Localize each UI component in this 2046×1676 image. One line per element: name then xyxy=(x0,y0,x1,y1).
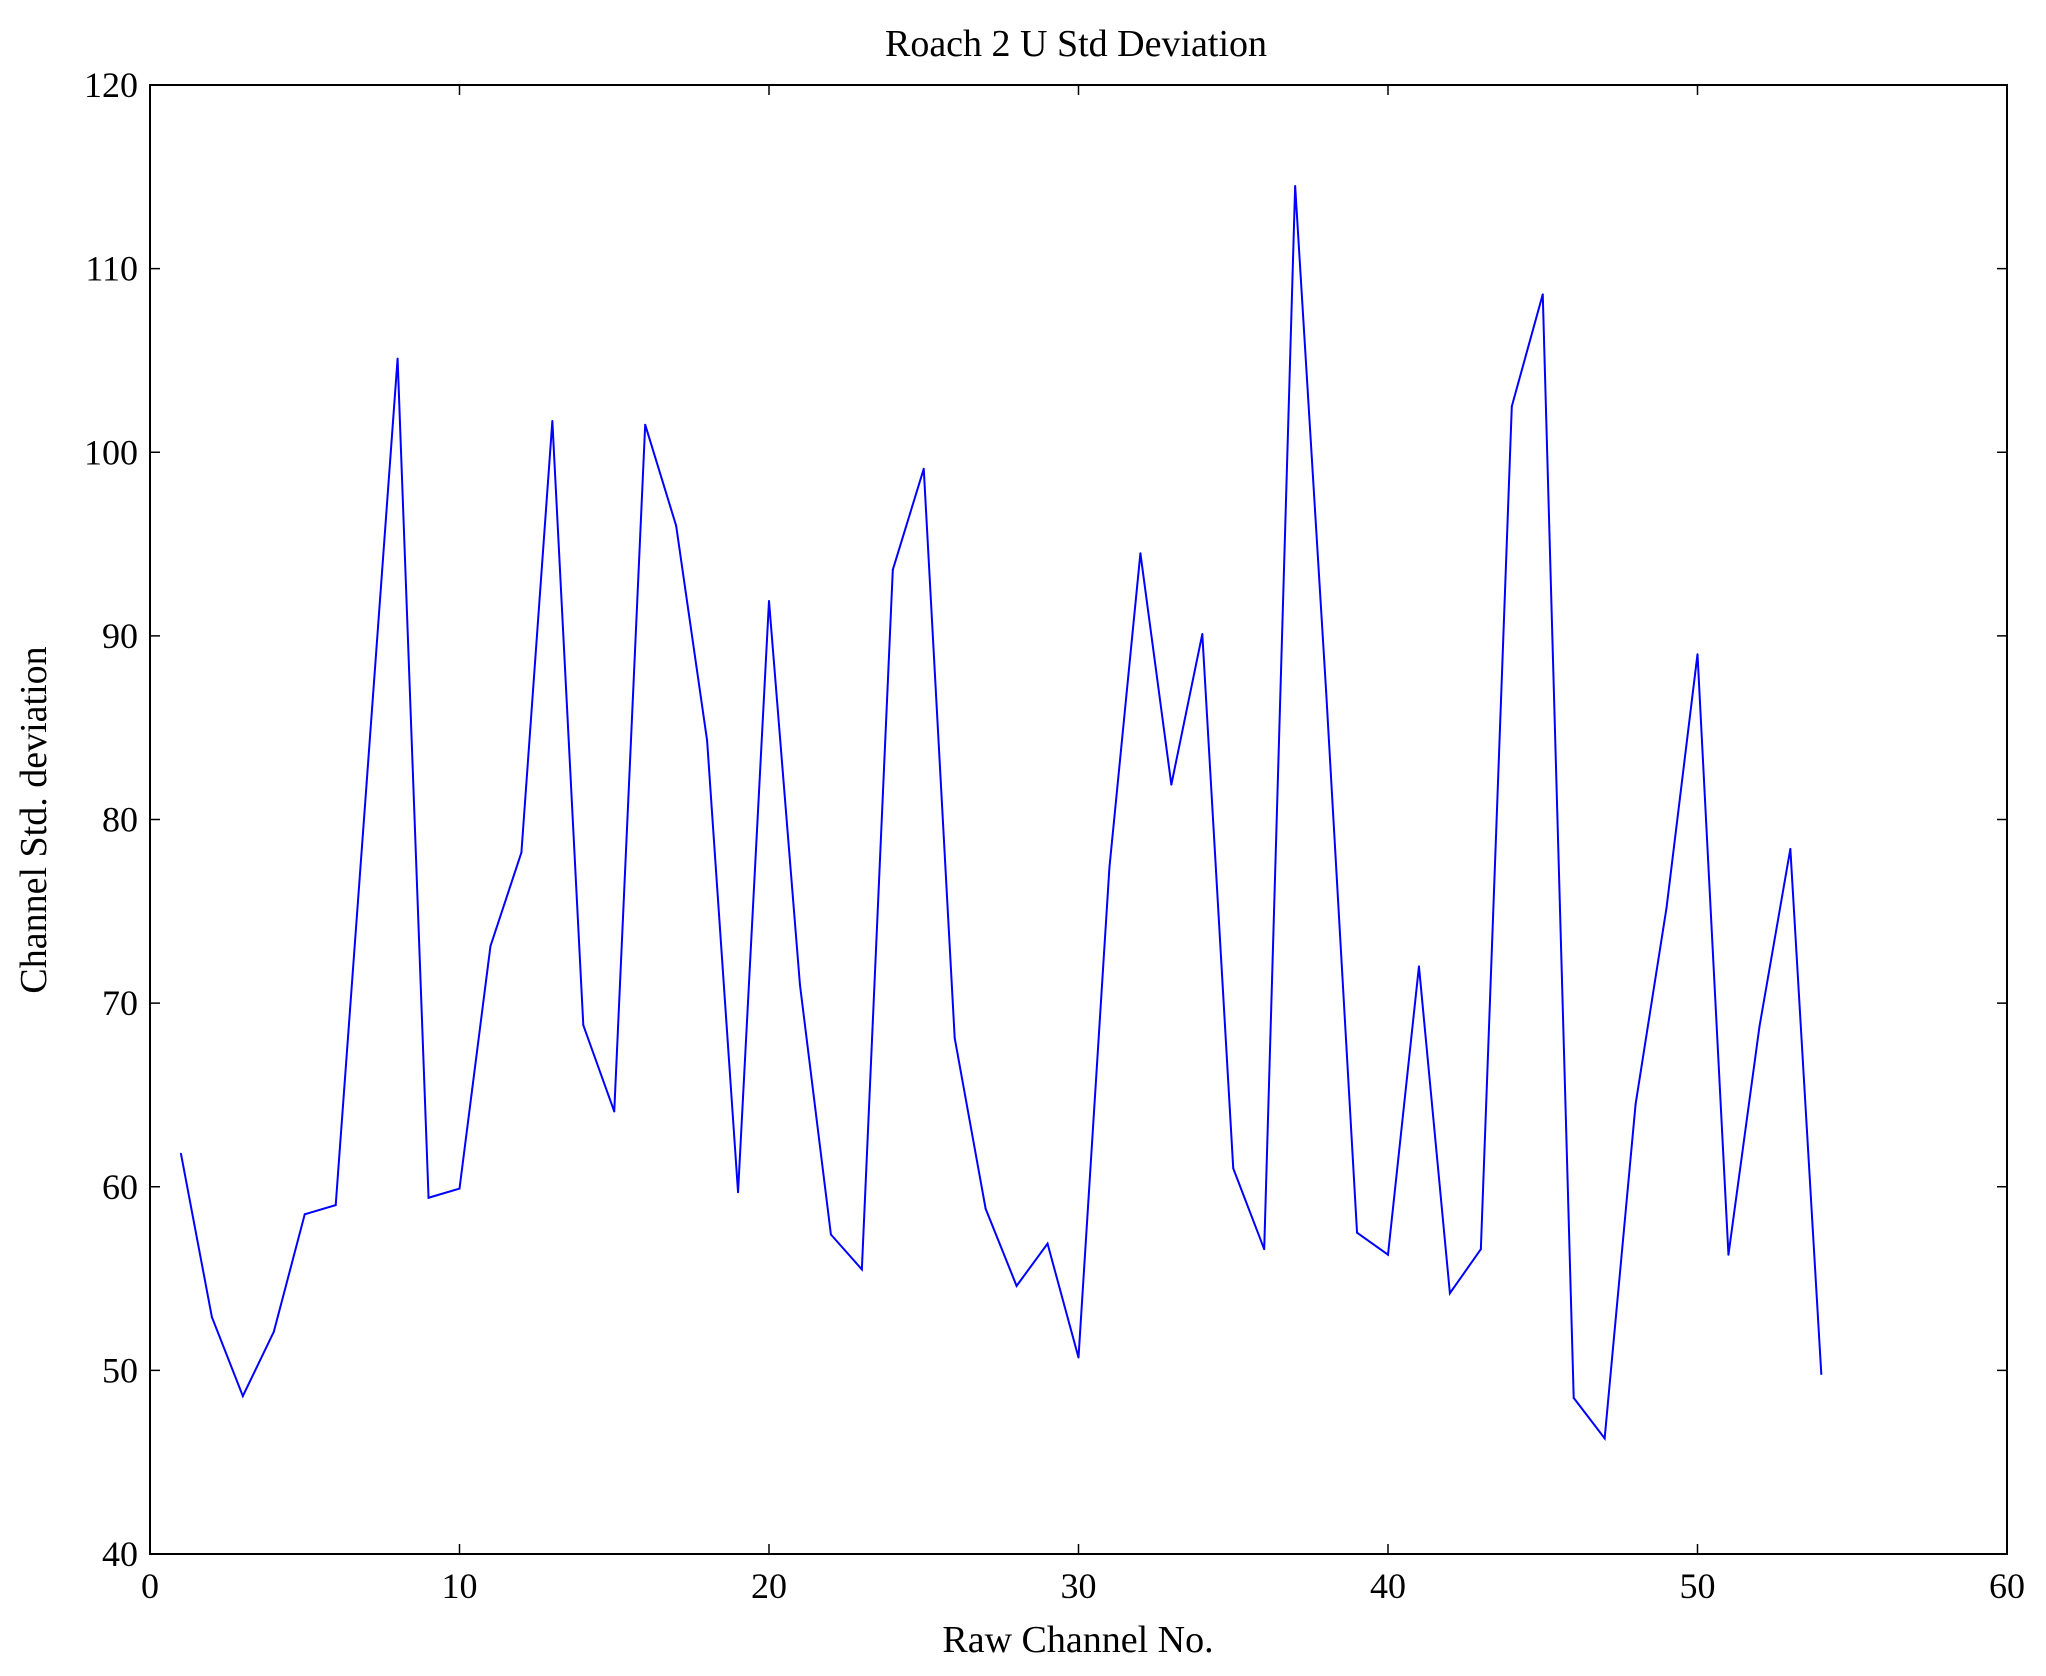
data-point xyxy=(922,467,925,470)
data-point xyxy=(829,1233,832,1236)
data-point xyxy=(1015,1284,1018,1287)
data-point xyxy=(1263,1248,1266,1251)
x-tick-label: 20 xyxy=(751,1566,787,1606)
data-point xyxy=(1541,293,1544,296)
data-point xyxy=(798,983,801,986)
data-point xyxy=(768,599,770,602)
data-point xyxy=(1201,633,1204,636)
data-point xyxy=(1108,866,1111,869)
y-tick-label: 90 xyxy=(102,616,138,656)
data-point xyxy=(1665,906,1668,909)
data-point xyxy=(427,1196,430,1199)
data-point xyxy=(644,423,647,426)
y-tick-label: 60 xyxy=(102,1167,138,1207)
data-point xyxy=(1170,783,1173,786)
data-point xyxy=(1387,1253,1389,1256)
data-point xyxy=(1727,1253,1730,1256)
y-tick-label: 120 xyxy=(84,65,138,105)
data-point xyxy=(210,1316,213,1319)
data-point xyxy=(303,1213,306,1216)
y-tick-label: 50 xyxy=(102,1350,138,1390)
data-point xyxy=(1603,1437,1606,1440)
data-point xyxy=(706,739,709,742)
data-point xyxy=(1634,1103,1637,1106)
data-point xyxy=(1820,1373,1823,1376)
data-point xyxy=(1077,1356,1080,1359)
data-point xyxy=(1479,1248,1482,1251)
data-point xyxy=(179,1152,182,1155)
plot-area-frame xyxy=(149,84,2008,1555)
x-axis-label: Raw Channel No. xyxy=(942,1619,1213,1661)
data-point xyxy=(334,1204,337,1207)
data-point xyxy=(1139,552,1142,555)
data-point xyxy=(891,568,894,571)
data-point xyxy=(1046,1242,1049,1245)
x-tick-label: 0 xyxy=(141,1566,159,1606)
data-point xyxy=(582,1024,585,1027)
data-point xyxy=(860,1268,863,1271)
data-point xyxy=(1789,847,1792,850)
data-point xyxy=(241,1395,244,1398)
data-point xyxy=(1448,1292,1451,1295)
data-point xyxy=(396,357,399,360)
data-point xyxy=(272,1330,275,1333)
data-point xyxy=(675,524,678,527)
data-point xyxy=(1356,1231,1359,1234)
y-tick-label: 80 xyxy=(102,800,138,840)
data-point xyxy=(984,1207,987,1210)
y-tick-label: 40 xyxy=(102,1534,138,1574)
data-point xyxy=(1758,1025,1761,1028)
y-tick-label: 70 xyxy=(102,983,138,1023)
x-tick-label: 50 xyxy=(1680,1566,1716,1606)
data-point xyxy=(551,420,554,423)
x-tick-label: 30 xyxy=(1061,1566,1097,1606)
data-point xyxy=(489,945,492,948)
data-point xyxy=(365,781,368,784)
data-point xyxy=(1572,1396,1575,1399)
x-tick-label: 10 xyxy=(442,1566,478,1606)
data-point xyxy=(458,1187,461,1190)
data-point xyxy=(1417,965,1420,968)
series-line xyxy=(179,185,1823,1441)
x-tick-label: 40 xyxy=(1370,1566,1406,1606)
data-point xyxy=(1232,1167,1235,1170)
data-point xyxy=(953,1037,956,1040)
x-tick-label: 60 xyxy=(1989,1566,2025,1606)
data-point xyxy=(1294,184,1297,187)
y-tick-label: 100 xyxy=(84,432,138,472)
chart-title: Roach 2 U Std Deviation xyxy=(885,23,1267,65)
data-point xyxy=(613,1110,616,1113)
data-point xyxy=(1325,689,1328,692)
y-axis-label: Channel Std. deviation xyxy=(13,646,55,993)
y-tick-label: 110 xyxy=(85,249,138,289)
data-point xyxy=(520,851,523,854)
data-point xyxy=(737,1191,740,1194)
data-point xyxy=(1510,405,1513,408)
data-point xyxy=(1696,653,1699,656)
